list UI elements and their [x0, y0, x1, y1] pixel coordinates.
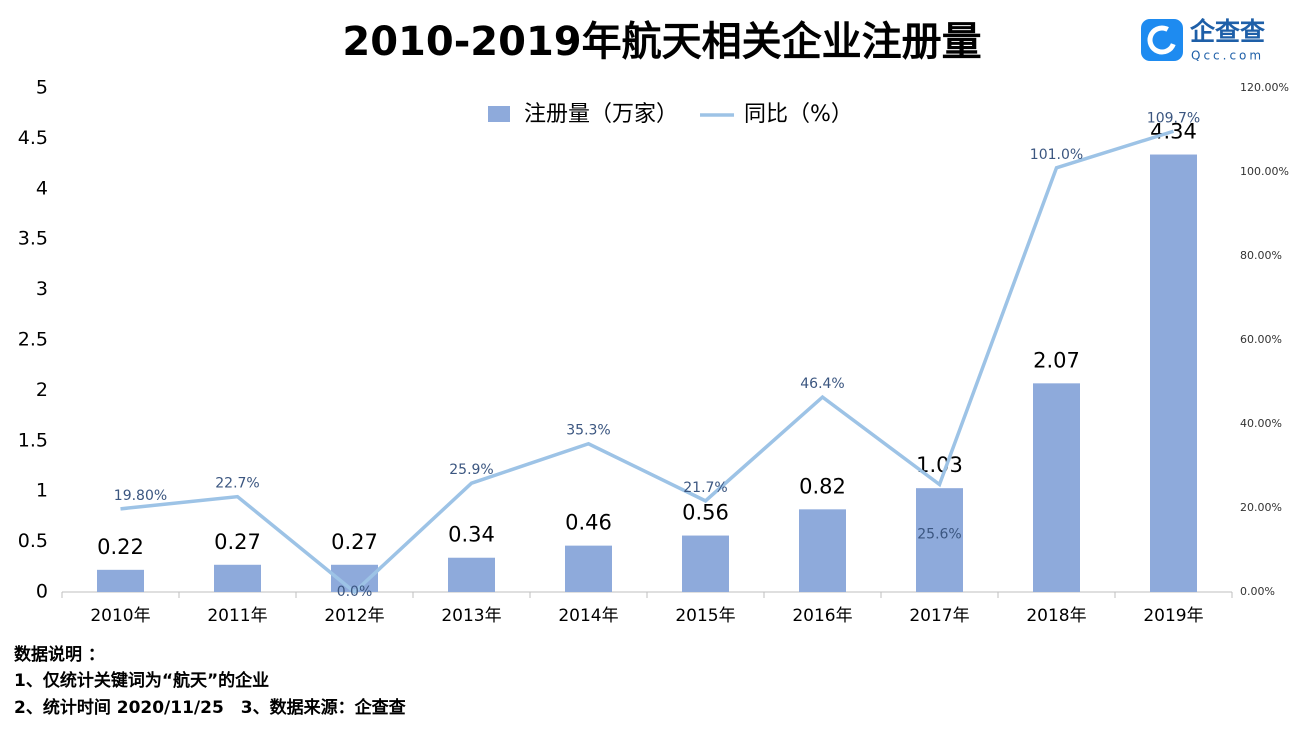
line-value-label: 0.0% — [337, 584, 373, 600]
bar — [916, 488, 963, 592]
bar-value-label: 0.27 — [214, 530, 261, 554]
line-value-label: 19.80% — [114, 488, 167, 504]
bar-value-label: 0.22 — [97, 535, 144, 559]
line-value-label: 35.3% — [566, 423, 610, 439]
bar — [1033, 383, 1080, 592]
x-tick-label: 2011年 — [207, 606, 267, 626]
line-value-label: 22.7% — [215, 476, 259, 492]
y-tick-label: 4 — [36, 177, 48, 199]
footnote: 1、仅统计关键词为“航天”的企业 — [14, 670, 269, 691]
bar-value-label: 0.82 — [799, 474, 846, 498]
footnote: 2、统计时间 2020/11/25 3、数据来源：企查查 — [14, 697, 407, 718]
x-tick-label: 2012年 — [324, 606, 384, 626]
y2-tick-label: 60.00% — [1240, 333, 1282, 346]
x-tick-label: 2015年 — [675, 606, 735, 626]
y-tick-label: 4.5 — [18, 127, 48, 149]
y2-tick-label: 0.00% — [1240, 585, 1275, 598]
x-tick-label: 2016年 — [792, 606, 852, 626]
y2-tick-label: 20.00% — [1240, 501, 1282, 514]
y-tick-label: 0 — [36, 581, 48, 603]
y-tick-label: 1 — [36, 480, 48, 502]
bar — [214, 564, 261, 592]
x-tick-label: 2019年 — [1143, 606, 1203, 626]
y2-tick-label: 80.00% — [1240, 249, 1282, 262]
line — [120, 129, 1175, 595]
legend-label: 注册量（万家） — [524, 102, 678, 127]
x-tick-label: 2013年 — [441, 606, 501, 626]
bar — [448, 557, 495, 592]
line-value-label: 46.4% — [800, 376, 844, 392]
bar-value-label: 2.07 — [1033, 348, 1080, 372]
y-tick-label: 2.5 — [18, 329, 48, 351]
bar — [565, 545, 612, 592]
bar-value-label: 0.56 — [682, 501, 729, 525]
bar — [799, 509, 846, 592]
y-tick-label: 3.5 — [18, 228, 48, 250]
x-tick-label: 2010年 — [90, 606, 150, 626]
y-tick-label: 2 — [36, 379, 48, 401]
y-tick-label: 1.5 — [18, 429, 48, 451]
bar-value-label: 0.27 — [331, 530, 378, 554]
line-value-label: 25.9% — [449, 462, 493, 478]
y2-tick-label: 100.00% — [1240, 165, 1289, 178]
line-value-label: 25.6% — [917, 526, 961, 542]
legend-swatch — [488, 106, 510, 122]
logo-icon — [1141, 19, 1183, 61]
line-value-label: 101.0% — [1030, 147, 1083, 163]
bar — [1150, 154, 1197, 592]
logo-name: 企查查 — [1190, 17, 1265, 46]
x-tick-label: 2017年 — [909, 606, 969, 626]
x-tick-label: 2018年 — [1026, 606, 1086, 626]
bar-value-label: 0.46 — [565, 511, 612, 535]
logo-site: Qcc.com — [1191, 49, 1264, 63]
y-tick-label: 0.5 — [18, 530, 48, 552]
y2-tick-label: 40.00% — [1240, 417, 1282, 430]
line-value-label: 109.7% — [1147, 110, 1200, 126]
line-value-label: 21.7% — [683, 480, 727, 496]
y-tick-label: 5 — [36, 77, 48, 99]
x-tick-label: 2014年 — [558, 606, 618, 626]
bar — [97, 569, 144, 592]
bar-value-label: 0.34 — [448, 523, 495, 547]
chart-title: 2010-2019年航天相关企业注册量 — [342, 19, 981, 65]
y-tick-label: 3 — [36, 278, 48, 300]
legend-label: 同比（%） — [744, 102, 853, 127]
bar — [682, 535, 729, 592]
y2-tick-label: 120.00% — [1240, 81, 1289, 94]
footnote: 数据说明 ： — [14, 644, 105, 665]
